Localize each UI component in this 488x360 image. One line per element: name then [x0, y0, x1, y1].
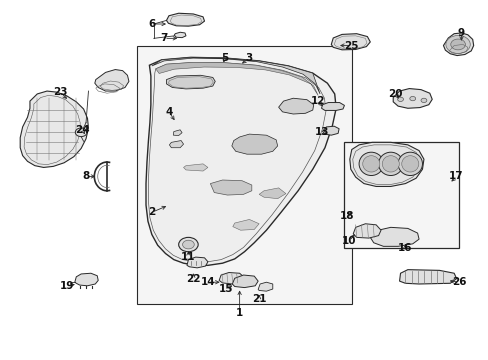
- Polygon shape: [146, 57, 335, 265]
- Polygon shape: [232, 220, 259, 230]
- Polygon shape: [322, 126, 338, 135]
- Text: 6: 6: [148, 19, 155, 29]
- Text: 21: 21: [251, 294, 266, 304]
- Text: 12: 12: [310, 96, 324, 106]
- Polygon shape: [219, 273, 244, 284]
- Text: 19: 19: [59, 281, 74, 291]
- Text: 9: 9: [457, 28, 464, 38]
- Text: 16: 16: [397, 243, 412, 253]
- Polygon shape: [156, 62, 318, 95]
- Polygon shape: [169, 140, 183, 148]
- Circle shape: [182, 240, 194, 249]
- Polygon shape: [20, 91, 88, 167]
- Bar: [344, 142, 458, 248]
- Text: 1: 1: [236, 308, 243, 318]
- Circle shape: [409, 96, 415, 101]
- Ellipse shape: [358, 152, 383, 176]
- Polygon shape: [95, 69, 129, 91]
- Polygon shape: [152, 57, 320, 94]
- Polygon shape: [369, 227, 418, 246]
- Polygon shape: [330, 34, 369, 50]
- Text: 20: 20: [387, 89, 402, 99]
- Polygon shape: [232, 275, 258, 288]
- Circle shape: [178, 237, 198, 252]
- Circle shape: [397, 97, 403, 102]
- Text: 15: 15: [218, 284, 233, 294]
- Polygon shape: [399, 270, 456, 284]
- Text: 24: 24: [75, 125, 90, 135]
- Polygon shape: [75, 273, 98, 286]
- Polygon shape: [352, 224, 380, 238]
- Polygon shape: [259, 188, 285, 199]
- Text: 26: 26: [451, 277, 466, 287]
- Text: 22: 22: [185, 274, 200, 284]
- Polygon shape: [231, 134, 277, 154]
- Polygon shape: [210, 180, 251, 195]
- Polygon shape: [166, 75, 215, 89]
- Text: 25: 25: [344, 41, 358, 50]
- Circle shape: [420, 98, 426, 103]
- Text: 17: 17: [448, 171, 463, 181]
- Bar: [137, 45, 351, 304]
- Polygon shape: [349, 142, 423, 186]
- Text: 11: 11: [181, 252, 195, 262]
- Text: 2: 2: [148, 207, 155, 217]
- Polygon shape: [186, 257, 207, 268]
- Polygon shape: [173, 130, 182, 135]
- Text: 4: 4: [165, 107, 172, 117]
- Ellipse shape: [382, 156, 399, 172]
- Polygon shape: [443, 33, 473, 55]
- Text: 3: 3: [245, 53, 252, 63]
- Polygon shape: [321, 103, 344, 111]
- Text: 5: 5: [221, 53, 228, 63]
- Ellipse shape: [362, 156, 379, 172]
- Text: 23: 23: [53, 87, 68, 97]
- Ellipse shape: [378, 152, 402, 176]
- Polygon shape: [392, 89, 431, 108]
- Text: 10: 10: [342, 236, 356, 246]
- Polygon shape: [174, 32, 185, 38]
- Text: 13: 13: [315, 127, 329, 136]
- Circle shape: [445, 36, 469, 53]
- Ellipse shape: [397, 152, 422, 176]
- Text: 18: 18: [339, 211, 353, 221]
- Text: 7: 7: [160, 33, 167, 43]
- Polygon shape: [183, 164, 207, 171]
- Polygon shape: [166, 13, 204, 26]
- Polygon shape: [258, 282, 272, 291]
- Polygon shape: [278, 98, 313, 114]
- Circle shape: [75, 128, 87, 136]
- Circle shape: [450, 39, 465, 50]
- Text: 14: 14: [200, 277, 215, 287]
- Text: 8: 8: [82, 171, 89, 181]
- Ellipse shape: [401, 156, 418, 172]
